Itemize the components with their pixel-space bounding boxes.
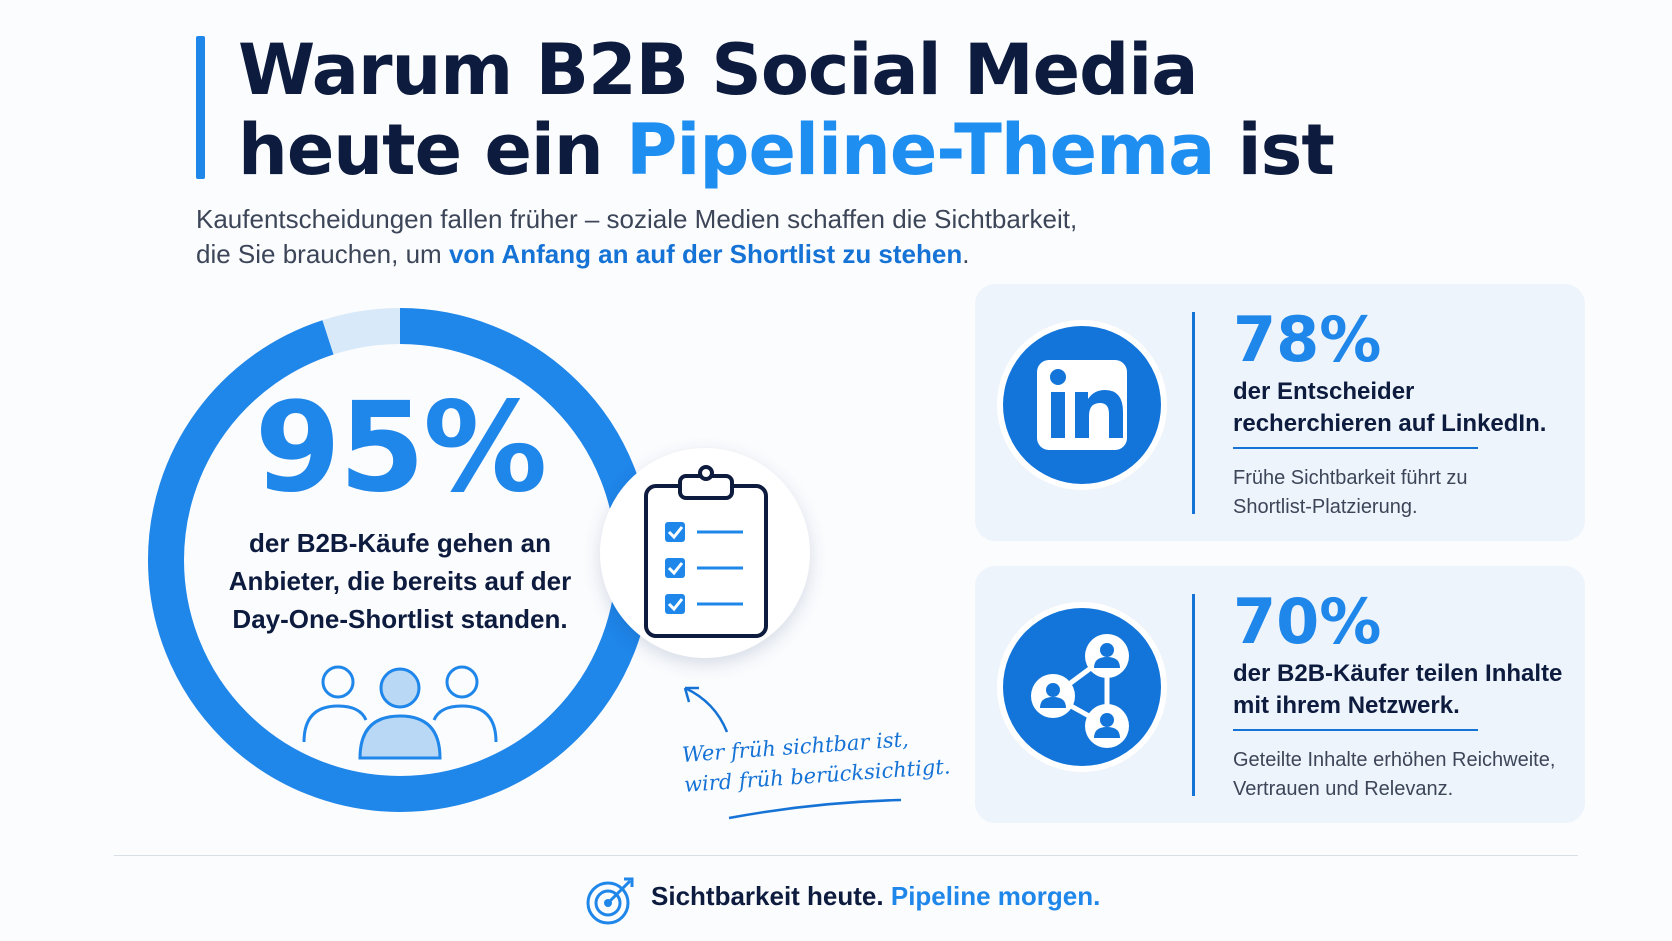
main-stat-line-1: der B2B-Käufe gehen an <box>249 528 551 558</box>
stat-underline <box>1233 729 1478 731</box>
stat-card-network: 70% der B2B-Käufer teilen Inhalte mit ih… <box>975 566 1585 823</box>
subtitle-line-1: Kaufentscheidungen fallen früher – sozia… <box>196 204 1078 234</box>
stat-note-line-2: Shortlist-Platzierung. <box>1233 496 1418 518</box>
stat-value: 70% <box>1233 585 1382 658</box>
stat-line-2: recherchieren auf LinkedIn. <box>1233 410 1547 437</box>
subtitle-line-2-suffix: . <box>962 239 970 269</box>
stat-line-1: der Entscheider <box>1233 378 1415 405</box>
linkedin-icon-badge <box>1003 326 1161 484</box>
main-stat-line-2: Anbieter, die bereits auf der <box>228 566 572 596</box>
stat-note-line-2: Vertrauen und Relevanz. <box>1233 778 1454 800</box>
footer-divider <box>114 855 1578 856</box>
curved-arrow-icon <box>683 686 729 733</box>
network-icon <box>1031 634 1129 748</box>
stat-line-1: der B2B-Käufer teilen Inhalte <box>1233 660 1563 687</box>
stat-note: Frühe Sichtbarkeit führt zu Shortlist-Pl… <box>1233 464 1468 522</box>
stat-line-2: mit ihrem Netzwerk. <box>1233 692 1460 719</box>
note-underline <box>728 798 902 820</box>
title-highlight: Pipeline-Thema <box>626 109 1215 191</box>
title-line-2-prefix: heute ein <box>238 109 627 191</box>
stat-note: Geteilte Inhalte erhöhen Reichweite, Ver… <box>1233 746 1555 804</box>
footer-highlight: Pipeline morgen. <box>890 881 1101 911</box>
subtitle: Kaufentscheidungen fallen früher – sozia… <box>196 202 1077 272</box>
target-icon <box>586 877 634 925</box>
stat-card-linkedin: 78% der Entscheider recherchieren auf Li… <box>975 284 1585 541</box>
title-line-2-suffix: ist <box>1214 109 1335 191</box>
footer-text: Sichtbarkeit heute. <box>651 881 884 911</box>
subtitle-highlight: von Anfang an auf der Shortlist zu stehe… <box>448 239 963 269</box>
title-accent-bar <box>196 36 205 179</box>
main-stat-line-3: Day-One-Shortlist standen. <box>232 604 568 634</box>
people-group-icon <box>302 665 498 760</box>
stat-description: der B2B-Käufer teilen Inhalte mit ihrem … <box>1233 658 1562 722</box>
stat-note-line-1: Geteilte Inhalte erhöhen Reichweite, <box>1233 749 1556 771</box>
subtitle-line-2-prefix: die Sie brauchen, um <box>196 239 449 269</box>
stat-value: 78% <box>1233 303 1382 376</box>
footer-tagline: Sichtbarkeit heute. Pipeline morgen. <box>651 880 1100 912</box>
card-divider <box>1192 594 1195 796</box>
title-line-1: Warum B2B Social Media <box>238 29 1198 111</box>
page-title: Warum B2B Social Media heute ein Pipelin… <box>238 29 1335 191</box>
stat-underline <box>1233 447 1478 449</box>
card-divider <box>1192 312 1195 514</box>
network-icon-badge <box>1003 608 1161 766</box>
stat-description: der Entscheider recherchieren auf Linked… <box>1233 376 1546 440</box>
main-stat-description: der B2B-Käufe gehen an Anbieter, die ber… <box>190 524 610 638</box>
clipboard-checklist-icon <box>644 465 768 638</box>
stat-note-line-1: Frühe Sichtbarkeit führt zu <box>1233 467 1468 489</box>
linkedin-icon <box>1037 360 1127 450</box>
main-stat-value: 95% <box>254 376 548 520</box>
